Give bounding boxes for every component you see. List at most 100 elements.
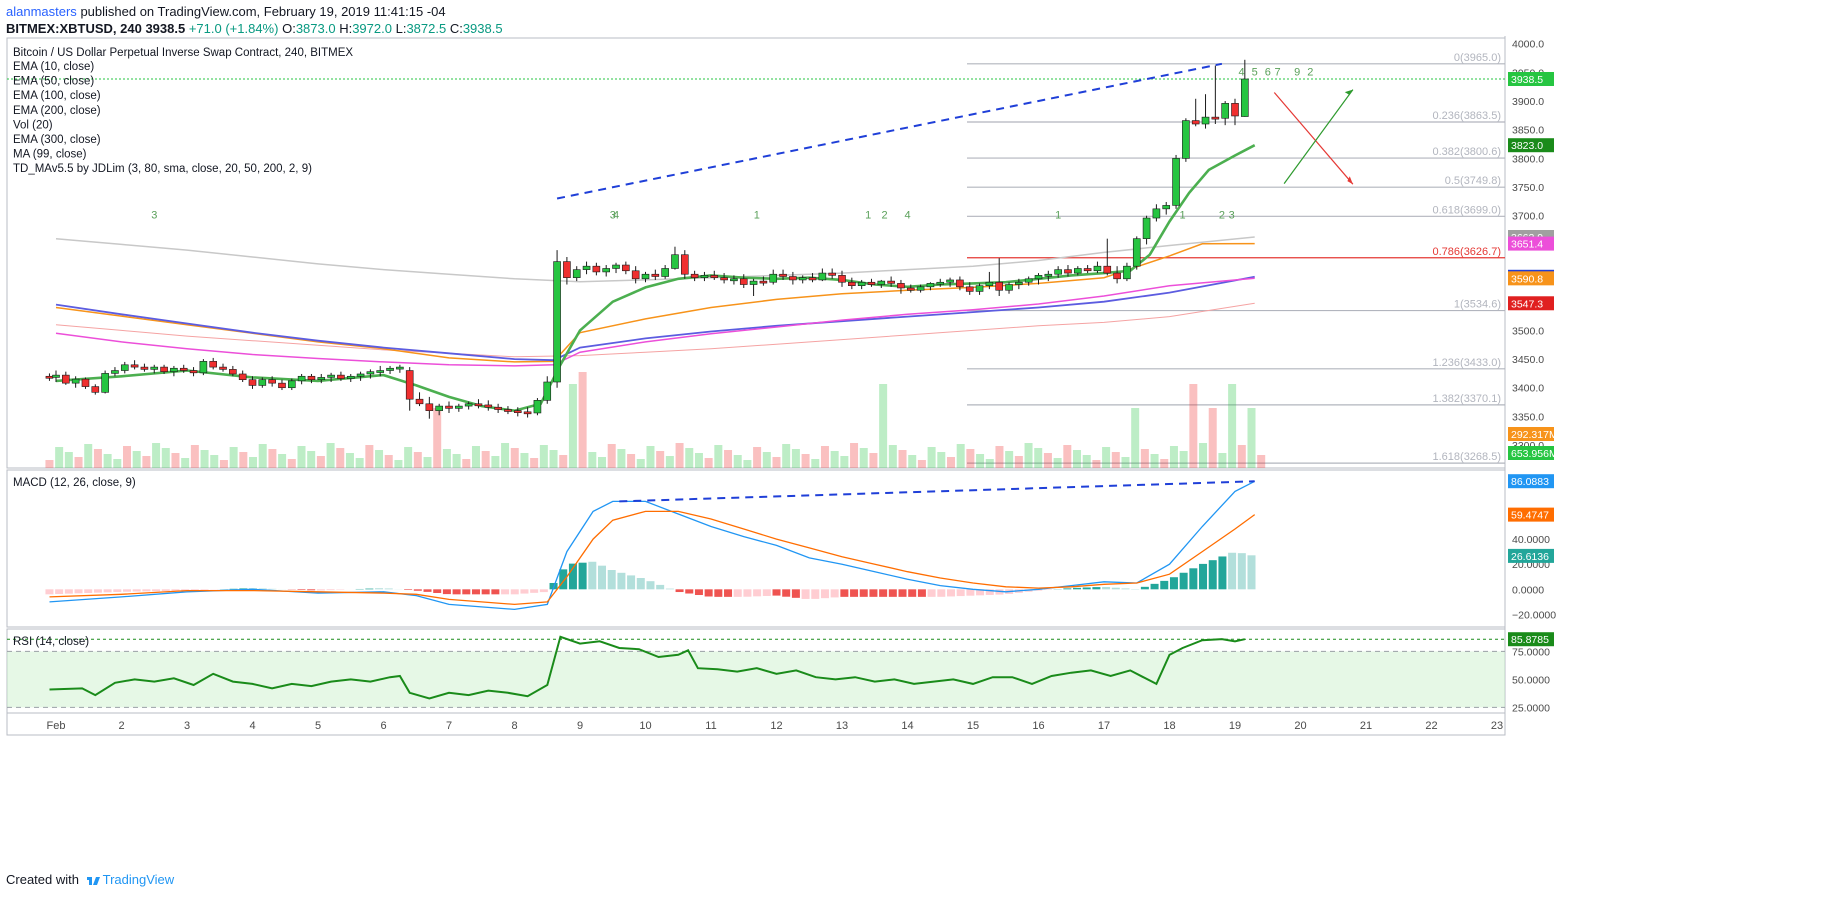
volume-bar	[956, 444, 965, 468]
volume-bar	[704, 458, 713, 468]
volume-bar	[307, 451, 316, 468]
macd-histogram-bar	[113, 589, 122, 592]
volume-bar	[530, 458, 539, 468]
macd-histogram-bar	[743, 589, 752, 597]
volume-bar	[297, 446, 306, 468]
volume-bar	[278, 454, 287, 468]
macd-histogram-bar	[1121, 588, 1130, 590]
macd-histogram-bar	[1082, 587, 1091, 590]
macd-histogram-bar	[423, 589, 432, 592]
volume-bar	[268, 449, 277, 468]
time-tick-label: 20	[1294, 720, 1306, 732]
volume-bar	[627, 454, 636, 468]
td-count-label: 2	[1219, 210, 1225, 222]
candle-body	[130, 364, 139, 368]
rsi-band	[7, 651, 1505, 708]
price-tick-label: 3400.0	[1512, 383, 1544, 395]
candle-body	[1211, 116, 1220, 120]
candle-body	[160, 366, 168, 372]
volume-bar	[326, 443, 335, 468]
fib-label: 0.5(3749.8)	[1445, 175, 1501, 187]
candle-body	[622, 264, 630, 272]
candle-body	[759, 280, 768, 284]
volume-bar	[394, 460, 403, 468]
indicator-legend-item: Vol (20)	[13, 119, 53, 131]
candle-body	[533, 400, 542, 414]
macd-histogram-bar	[976, 589, 985, 596]
price-value-tag-bg	[1508, 138, 1554, 153]
candle-body	[1015, 281, 1023, 285]
candle-body	[62, 374, 70, 384]
td-count-label: 4	[1238, 66, 1244, 78]
rsi-tick-label: 50.0000	[1512, 674, 1550, 686]
volume-bar	[1102, 447, 1111, 468]
volume-bar	[161, 448, 170, 468]
candle-body	[435, 405, 443, 411]
volume-bar	[491, 456, 500, 468]
volume-bar	[481, 451, 490, 468]
macd-histogram-bar	[1247, 555, 1256, 590]
macd-signal-line	[49, 510, 1256, 606]
macd-tick-label: 40.0000	[1512, 534, 1550, 546]
candle-body	[818, 272, 827, 281]
candle-body	[199, 361, 208, 374]
volume-ma-tag-bg	[1508, 427, 1554, 441]
indicator-legend-item: EMA (10, close)	[13, 61, 94, 73]
candle-body	[1054, 269, 1062, 275]
volume-bar	[694, 453, 703, 468]
price-tick-label: 3850.0	[1512, 125, 1544, 137]
rsi-tick-label: 75.0000	[1512, 646, 1550, 658]
macd-histogram-bar	[384, 588, 393, 590]
macd-histogram-bar	[481, 589, 490, 595]
macd-histogram-bar	[917, 589, 926, 597]
candle-body	[1074, 268, 1082, 274]
macd-histogram-bar	[1169, 577, 1178, 590]
volume-bar	[762, 452, 771, 468]
td-count-label: 2	[1307, 66, 1313, 78]
time-tick-label: 18	[1163, 720, 1175, 732]
volume-bar	[995, 446, 1004, 468]
macd-histogram-bar	[879, 589, 888, 597]
price-value-tag: 3651.4	[1511, 239, 1543, 251]
volume-bar	[1024, 443, 1033, 468]
candle-body	[1191, 120, 1200, 125]
candle-body	[661, 268, 669, 277]
time-tick-label: Feb	[47, 720, 66, 732]
macd-histogram-bar	[1228, 552, 1237, 590]
macd-value-tag-bg	[1508, 548, 1554, 563]
symbol-label: BITMEX:XBTUSD, 240	[6, 21, 142, 36]
time-tick-label: 23	[1491, 720, 1503, 732]
volume-bar	[1053, 458, 1062, 468]
candle-body	[769, 273, 778, 283]
candle-body	[1162, 205, 1171, 210]
author-link[interactable]: alanmasters	[6, 4, 77, 19]
macd-histogram-bar	[801, 589, 810, 599]
macd-histogram-bar	[258, 588, 267, 590]
candle-body	[838, 275, 846, 283]
chart-canvas[interactable]: 4000.03950.03900.03850.03800.03750.03700…	[0, 0, 1828, 868]
publish-text: published on TradingView.com, February 1…	[80, 4, 446, 19]
time-tick-label: 7	[446, 720, 452, 732]
macd-histogram-bar	[927, 589, 936, 597]
candle-body	[81, 378, 90, 387]
volume-bar	[937, 452, 946, 468]
time-tick-label: 6	[380, 720, 386, 732]
macd-histogram-bar	[646, 581, 655, 590]
publish-info: alanmasters published on TradingView.com…	[6, 4, 446, 19]
volume-bar	[190, 445, 199, 468]
macd-histogram-bar	[1160, 580, 1169, 590]
candle-body	[504, 409, 512, 412]
price-tick-label: 3800.0	[1512, 153, 1544, 165]
volume-bar	[927, 447, 936, 468]
volume-bar	[462, 459, 471, 468]
macd-histogram-bar	[64, 589, 73, 594]
volume-bar	[675, 443, 684, 468]
tradingview-link[interactable]: TradingView	[102, 872, 175, 887]
candle-body	[474, 403, 483, 407]
volume-bar	[888, 445, 897, 468]
price-value-tag-bg	[1508, 236, 1554, 251]
volume-bar	[685, 448, 694, 468]
macd-histogram-bar	[45, 589, 54, 595]
indicator-legend-item: TD_MAv5.5 by JDLim (3, 80, sma, close, 2…	[13, 163, 312, 175]
macd-histogram-bar	[772, 589, 781, 596]
